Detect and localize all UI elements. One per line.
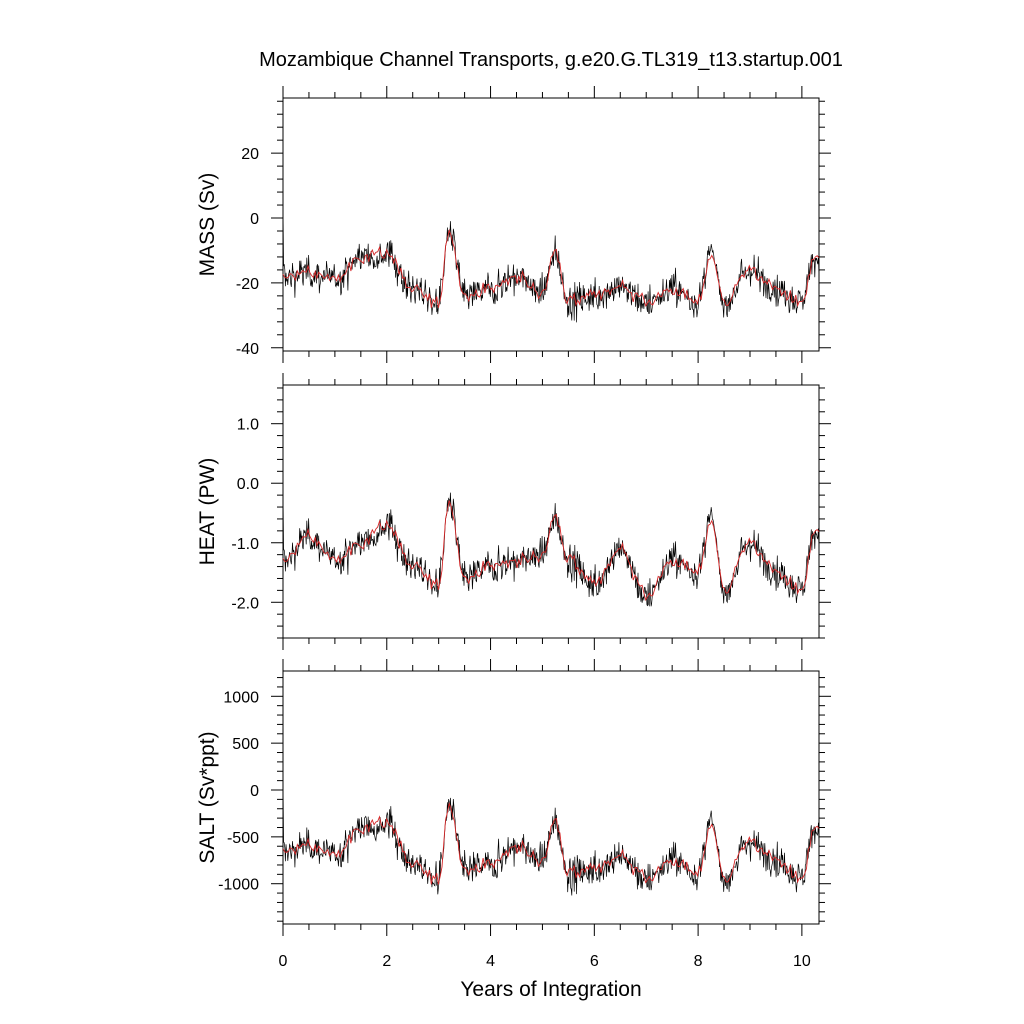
y-tick-label: 0.0	[237, 476, 259, 493]
y-axis-label-3: SALT (Sv*ppt)	[196, 731, 219, 863]
x-tick-label: 4	[486, 953, 495, 970]
y-tick-label: 1000	[223, 689, 259, 706]
series-raw-2	[282, 489, 820, 607]
x-tick-label: 2	[382, 953, 391, 970]
y-tick-label: -1.0	[231, 536, 259, 553]
y-tick-label: -500	[227, 830, 259, 847]
y-tick-label: 500	[232, 736, 259, 753]
x-axis-label: Years of Integration	[460, 978, 641, 1001]
y-axis-label-1: MASS (Sv)	[196, 173, 219, 277]
plot-frame-3	[282, 670, 820, 925]
y-tick-label: -2.0	[231, 595, 259, 612]
x-tick-label: 0	[279, 953, 288, 970]
y-tick-label: 20	[241, 146, 259, 163]
x-tick-label: 8	[694, 953, 703, 970]
y-tick-label: -20	[236, 276, 259, 293]
x-tick-label: 6	[590, 953, 599, 970]
plot-frame-2	[282, 384, 820, 639]
x-tick-label: 10	[793, 953, 811, 970]
plot-frame-1	[282, 97, 820, 352]
series-smoothed-3	[282, 801, 820, 885]
y-tick-label: -40	[236, 341, 259, 358]
series-raw-1	[282, 205, 820, 323]
series-raw-3	[282, 780, 820, 896]
y-tick-label: 0	[250, 211, 259, 228]
series-smoothed-2	[282, 500, 820, 602]
y-tick-label: -1000	[218, 877, 259, 894]
y-tick-label: 0	[250, 783, 259, 800]
series-smoothed-1	[282, 228, 820, 308]
chart-title: Mozambique Channel Transports, g.e20.G.T…	[259, 49, 843, 71]
y-tick-label: 1.0	[237, 417, 259, 434]
y-axis-label-2: HEAT (PW)	[196, 458, 219, 566]
